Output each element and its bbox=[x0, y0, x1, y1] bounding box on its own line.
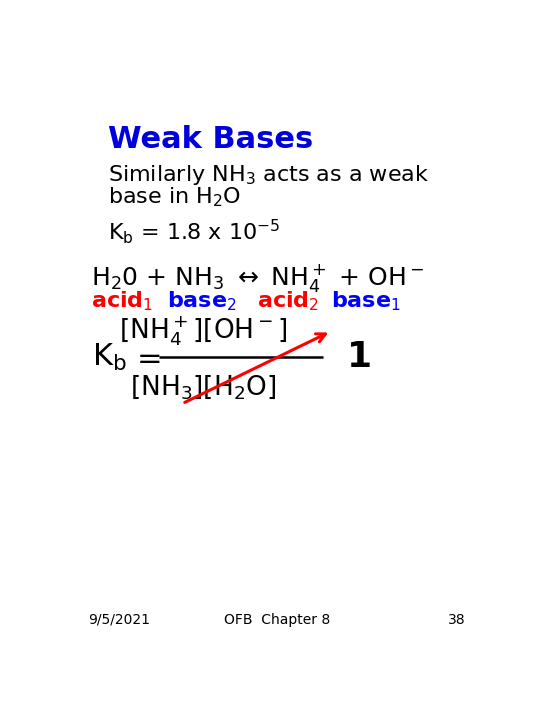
Text: $[\mathrm{NH_3}][\mathrm{H_2O}]$: $[\mathrm{NH_3}][\mathrm{H_2O}]$ bbox=[130, 373, 276, 401]
Text: base in $\mathrm{H_2O}$: base in $\mathrm{H_2O}$ bbox=[108, 185, 241, 209]
Text: base$_2$: base$_2$ bbox=[167, 289, 237, 313]
Text: $=$: $=$ bbox=[131, 343, 161, 372]
Text: 9/5/2021: 9/5/2021 bbox=[89, 613, 151, 627]
Text: OFB  Chapter 8: OFB Chapter 8 bbox=[224, 613, 330, 627]
Text: acid$_1$: acid$_1$ bbox=[91, 289, 153, 313]
Text: base$_1$: base$_1$ bbox=[331, 289, 401, 313]
Text: Similarly $\mathrm{NH_3}$ acts as a weak: Similarly $\mathrm{NH_3}$ acts as a weak bbox=[108, 163, 429, 187]
Text: $[\mathrm{NH_4^+}][\mathrm{OH^-}]$: $[\mathrm{NH_4^+}][\mathrm{OH^-}]$ bbox=[119, 315, 287, 348]
Text: acid$_2$: acid$_2$ bbox=[258, 289, 320, 313]
FancyArrowPatch shape bbox=[185, 334, 326, 402]
Text: $\mathrm{K_b}$ = 1.8 x 10$^{-5}$: $\mathrm{K_b}$ = 1.8 x 10$^{-5}$ bbox=[108, 217, 280, 246]
Text: $\mathrm{H_2}$0 + $\mathrm{NH_3}$ $\leftrightarrow$ $\mathrm{NH_4^+}$ + $\mathrm: $\mathrm{H_2}$0 + $\mathrm{NH_3}$ $\left… bbox=[91, 262, 424, 294]
Text: $\mathrm{K_b}$: $\mathrm{K_b}$ bbox=[92, 342, 127, 373]
Text: 38: 38 bbox=[448, 613, 465, 627]
Text: Weak Bases: Weak Bases bbox=[108, 125, 313, 154]
Text: $\mathbf{1}$: $\mathbf{1}$ bbox=[347, 341, 371, 374]
